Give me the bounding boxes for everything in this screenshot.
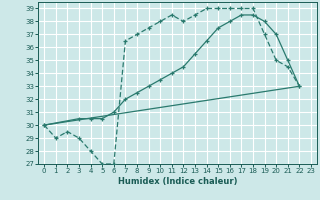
X-axis label: Humidex (Indice chaleur): Humidex (Indice chaleur) [118,177,237,186]
